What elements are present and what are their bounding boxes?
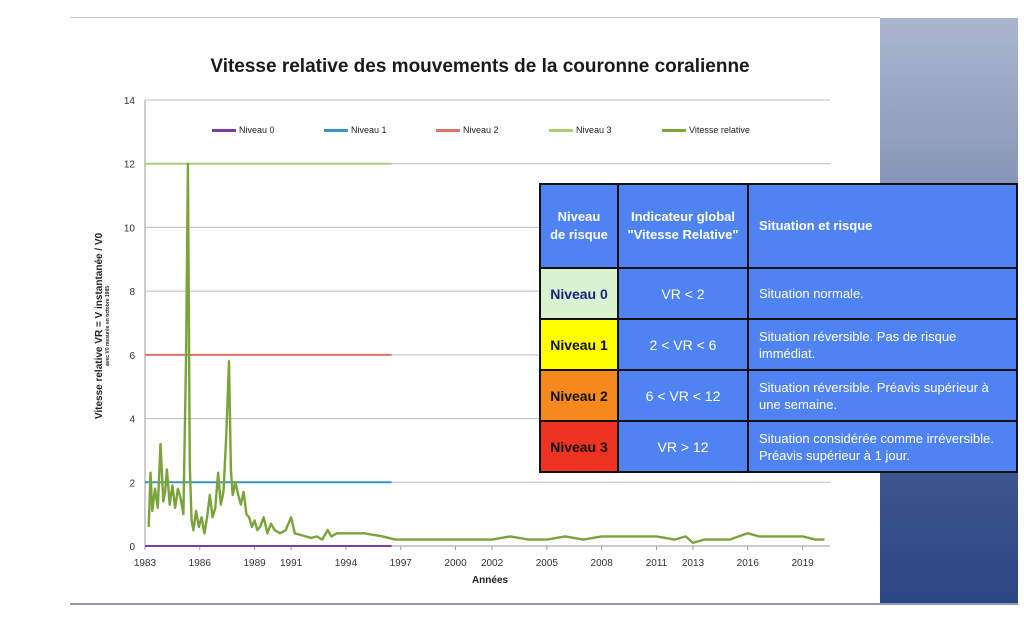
y-tick-label: 8 (129, 287, 135, 298)
table-row-niveau-0: Niveau 0 VR < 2 Situation normale. (539, 267, 1018, 320)
x-tick-labels: 1983 1986 1989 1991 1994 1997 2000 2002 2005 2008… (134, 558, 814, 569)
x-tick-label: 2011 (646, 558, 668, 569)
x-tick-label: 1994 (335, 558, 358, 569)
x-tick-label: 2000 (444, 558, 467, 569)
legend-label-niveau-2: Niveau 2 (463, 125, 499, 135)
slide-top-border (70, 17, 880, 18)
indicator-cell: 2 < VR < 6 (617, 318, 749, 371)
y-tick-label: 2 (129, 478, 135, 489)
y-axis-label: Vitesse relative VR = V instantanée / V0 (94, 232, 105, 420)
risk-level-cell: Niveau 0 (539, 267, 619, 320)
x-axis-title: Années (471, 575, 509, 586)
indicator-cell: 6 < VR < 12 (617, 369, 749, 422)
chart-legend: Niveau 0 Niveau 1 Niveau 2 Niveau 3 Vite… (212, 125, 772, 139)
x-tick-label: 2019 (791, 558, 814, 569)
legend-item-vitesse-relative: Vitesse relative (662, 125, 750, 135)
situation-cell: Situation considérée comme irréversible.… (747, 420, 1018, 473)
y-tick-label: 10 (124, 223, 136, 234)
series-line-vitesse-relative (147, 162, 825, 544)
slide-bottom-border (70, 603, 1018, 605)
legend-item-niveau-1: Niveau 1 (324, 125, 387, 135)
legend-swatch-niveau-2 (436, 128, 460, 132)
risk-level-table: Niveau de risque Indicateur global "Vite… (539, 183, 1018, 473)
x-tick-label: 1991 (280, 558, 303, 569)
y-axis-note: avec V0 mesurée en octobre 1985 (105, 285, 111, 367)
risk-level-cell: Niveau 1 (539, 318, 619, 371)
series-lines (145, 162, 825, 547)
table-row-niveau-2: Niveau 2 6 < VR < 12 Situation réversibl… (539, 369, 1018, 422)
legend-swatch-vitesse-relative (662, 128, 686, 132)
x-tick-label: 2005 (536, 558, 559, 569)
risk-level-cell: Niveau 2 (539, 369, 619, 422)
situation-cell: Situation réversible. Préavis supérieur … (747, 369, 1018, 422)
y-tick-label: 14 (124, 96, 136, 107)
table-row-niveau-1: Niveau 1 2 < VR < 6 Situation réversible… (539, 318, 1018, 371)
legend-swatch-niveau-3 (549, 128, 573, 132)
header-indicateur-global: Indicateur global "Vitesse Relative" (617, 183, 749, 269)
x-tick-label: 2016 (737, 558, 760, 569)
legend-swatch-niveau-1 (324, 128, 348, 132)
y-tick-label: 0 (129, 542, 135, 553)
y-tick-label: 4 (129, 415, 135, 426)
header-niveau-de-risque: Niveau de risque (539, 183, 619, 269)
legend-label-vitesse-relative: Vitesse relative (689, 125, 750, 135)
x-tick-label: 1989 (243, 558, 266, 569)
legend-item-niveau-2: Niveau 2 (436, 125, 499, 135)
legend-label-niveau-1: Niveau 1 (351, 125, 387, 135)
legend-item-niveau-3: Niveau 3 (549, 125, 612, 135)
header-situation-et-risque: Situation et risque (747, 183, 1018, 269)
table-header-row: Niveau de risque Indicateur global "Vite… (539, 183, 1018, 269)
x-tick-label: 1983 (134, 558, 157, 569)
situation-cell: Situation réversible. Pas de risque immé… (747, 318, 1018, 371)
y-tick-labels: 0 2 4 6 8 10 12 14 (124, 96, 136, 553)
x-tick-label: 2013 (682, 558, 705, 569)
table-row-niveau-3: Niveau 3 VR > 12 Situation considérée co… (539, 420, 1018, 473)
y-tick-label: 6 (129, 351, 135, 362)
indicator-cell: VR < 2 (617, 267, 749, 320)
legend-item-niveau-0: Niveau 0 (212, 125, 275, 135)
chart-title: Vitesse relative des mouvements de la co… (210, 56, 750, 77)
x-tick-label: 2002 (481, 558, 504, 569)
legend-label-niveau-3: Niveau 3 (576, 125, 612, 135)
indicator-cell: VR > 12 (617, 420, 749, 473)
x-tick-label: 1986 (189, 558, 212, 569)
x-tick-label: 2008 (591, 558, 614, 569)
risk-level-cell: Niveau 3 (539, 420, 619, 473)
x-tick-label: 1997 (390, 558, 413, 569)
legend-label-niveau-0: Niveau 0 (239, 125, 275, 135)
legend-swatch-niveau-0 (212, 128, 236, 132)
y-tick-label: 12 (124, 160, 136, 171)
situation-cell: Situation normale. (747, 267, 1018, 320)
